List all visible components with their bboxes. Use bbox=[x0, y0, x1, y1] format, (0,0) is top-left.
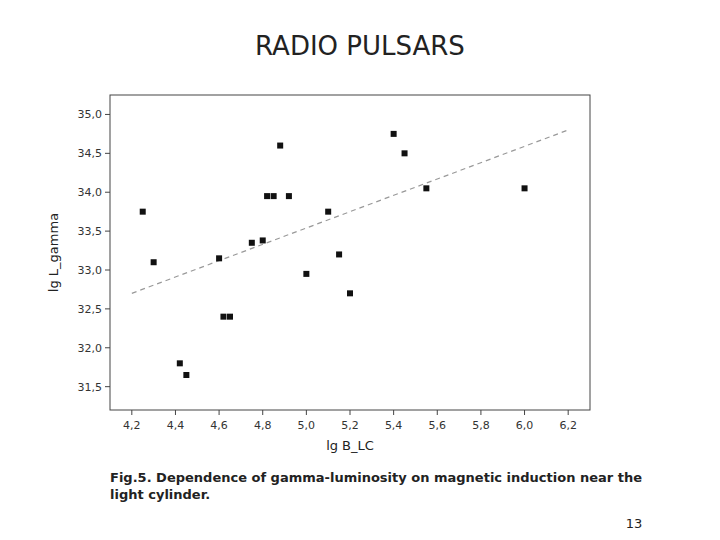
trend-line bbox=[132, 130, 568, 293]
y-tick bbox=[105, 386, 110, 387]
point bbox=[286, 193, 292, 199]
y-tick bbox=[105, 270, 110, 271]
page-number: 13 bbox=[626, 516, 643, 531]
point bbox=[264, 193, 270, 199]
y-tick-label: 32,5 bbox=[78, 303, 103, 316]
chart: RADIO PULSARS 4,2 4,4 4,6 4,8 5,0 5,2 5,4 5,6 5,8… bbox=[0, 0, 720, 540]
point bbox=[216, 255, 222, 261]
x-tick-label: 6,0 bbox=[516, 419, 534, 432]
y-tick bbox=[105, 347, 110, 348]
point bbox=[303, 271, 309, 277]
x-tick bbox=[175, 410, 176, 415]
x-tick-label: 5,6 bbox=[429, 419, 447, 432]
x-tick-label: 4,4 bbox=[167, 419, 185, 432]
point bbox=[177, 360, 183, 366]
x-tick-label: 4,2 bbox=[123, 419, 141, 432]
y-tick bbox=[105, 153, 110, 154]
x-axis-label: lg B_LC bbox=[326, 438, 374, 453]
x-tick bbox=[350, 410, 351, 415]
caption: Fig.5. Dependence of gamma-luminosity on… bbox=[110, 470, 642, 502]
point bbox=[347, 290, 353, 296]
x-tick-label: 5,0 bbox=[298, 419, 316, 432]
x-tick-label: 5,8 bbox=[472, 419, 490, 432]
x-tick bbox=[568, 410, 569, 415]
point bbox=[140, 209, 146, 215]
x-tick-label: 4,6 bbox=[210, 419, 228, 432]
y-tick-label: 31,5 bbox=[78, 381, 103, 394]
y-axis-label: lg L_gamma bbox=[46, 213, 61, 292]
point bbox=[423, 185, 429, 191]
plot-frame bbox=[110, 95, 590, 410]
point bbox=[151, 259, 157, 265]
y-tick bbox=[105, 308, 110, 309]
x-tick bbox=[393, 410, 394, 415]
x-tick-label: 4,8 bbox=[254, 419, 272, 432]
point bbox=[522, 185, 528, 191]
x-tick bbox=[480, 410, 481, 415]
point bbox=[402, 150, 408, 156]
y-tick bbox=[105, 231, 110, 232]
x-tick-label: 5,2 bbox=[341, 419, 359, 432]
x-tick bbox=[524, 410, 525, 415]
x-tick bbox=[219, 410, 220, 415]
point bbox=[277, 143, 283, 149]
point bbox=[336, 251, 342, 257]
caption-line: Fig.5. Dependence of gamma-luminosity on… bbox=[110, 470, 642, 485]
marks bbox=[132, 130, 568, 378]
y-tick-label: 33,5 bbox=[78, 225, 103, 238]
x-tick bbox=[306, 410, 307, 415]
y-tick-label: 34,0 bbox=[78, 186, 103, 199]
x-tick bbox=[131, 410, 132, 415]
x-tick bbox=[262, 410, 263, 415]
y-tick-label: 32,0 bbox=[78, 342, 103, 355]
y-tick-label: 35,0 bbox=[78, 108, 103, 121]
point bbox=[249, 240, 255, 246]
y-tick bbox=[105, 192, 110, 193]
point bbox=[325, 209, 331, 215]
point bbox=[227, 314, 233, 320]
title: RADIO PULSARS bbox=[255, 31, 465, 61]
y-tick-label: 33,0 bbox=[78, 264, 103, 277]
point bbox=[260, 237, 266, 243]
x-tick-label: 6,2 bbox=[559, 419, 577, 432]
y-tick bbox=[105, 114, 110, 115]
point bbox=[271, 193, 277, 199]
caption-line: light cylinder. bbox=[110, 487, 210, 502]
y-tick-label: 34,5 bbox=[78, 147, 103, 160]
point bbox=[391, 131, 397, 137]
point bbox=[183, 372, 189, 378]
x-tick bbox=[437, 410, 438, 415]
x-tick-label: 5,4 bbox=[385, 419, 403, 432]
point bbox=[220, 314, 226, 320]
